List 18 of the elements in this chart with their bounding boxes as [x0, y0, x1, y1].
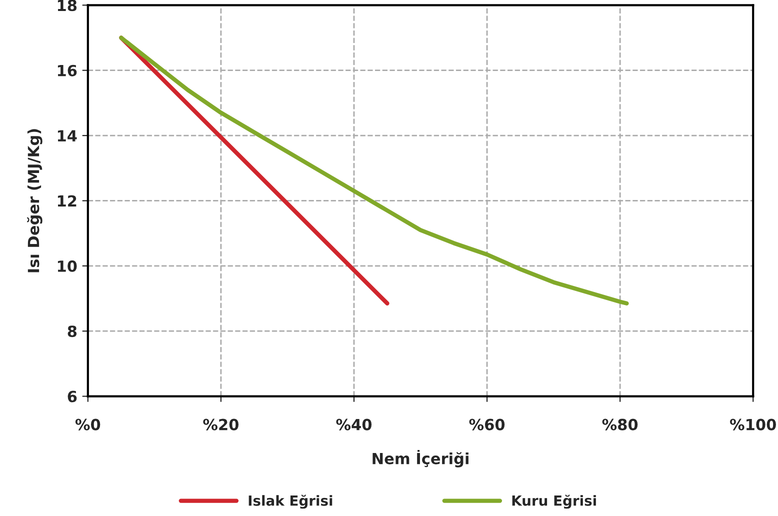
y-tick-label: 12 — [58, 195, 76, 207]
y-tick-label: 8 — [68, 326, 77, 338]
legend-label: Islak Eğrisi — [248, 494, 332, 509]
y-tick-label: 6 — [68, 390, 77, 402]
x-tick-label: %20 — [203, 418, 239, 430]
x-axis-title: Nem İçeriği — [372, 450, 468, 468]
y-tick-label: 18 — [58, 0, 77, 12]
y-tick-label: 14 — [58, 130, 77, 142]
x-tick-label: %80 — [602, 418, 638, 430]
y-tick-label: 10 — [58, 260, 77, 272]
x-tick-label: %60 — [469, 418, 505, 430]
y-axis-title: Isı Değer (MJ/Kg) — [27, 129, 42, 272]
y-tick-label: 16 — [58, 64, 77, 76]
x-tick-label: %100 — [730, 418, 776, 430]
legend-label: Kuru Eğrisi — [512, 494, 596, 509]
line-series — [119, 36, 629, 306]
x-tick-label: %0 — [75, 418, 100, 430]
x-tick-label: %40 — [336, 418, 372, 430]
